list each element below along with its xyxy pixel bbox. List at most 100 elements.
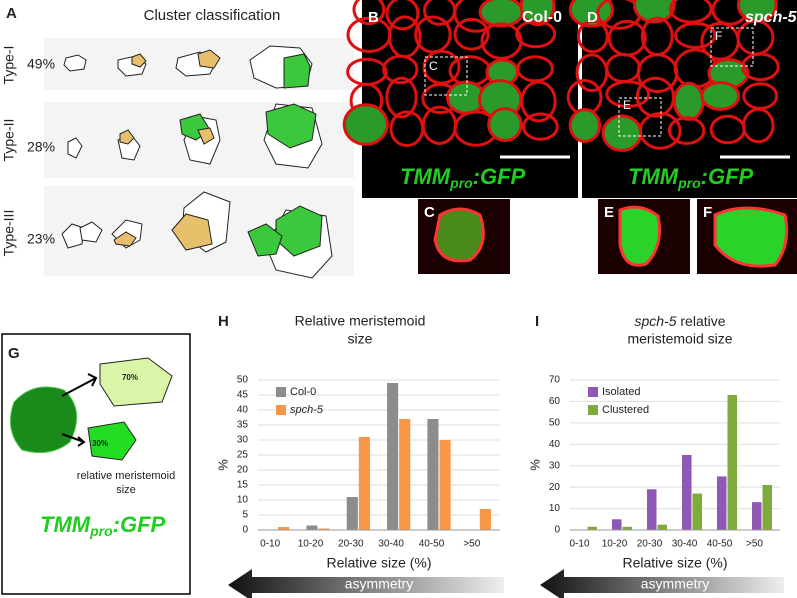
y-tick-label: 15 xyxy=(237,480,249,491)
x-axis-label: Relative size (%) xyxy=(326,555,431,571)
marker-label: TMMpro:GFP xyxy=(40,512,166,539)
legend-swatch xyxy=(276,405,286,415)
cell xyxy=(63,54,87,72)
cell xyxy=(247,223,283,257)
cell-outline xyxy=(638,112,682,150)
x-tick-label: 30-40 xyxy=(378,539,404,550)
bar xyxy=(612,519,622,530)
cell-outline xyxy=(576,19,609,54)
x-tick-label: >50 xyxy=(746,539,763,550)
x-tick-label: 30-40 xyxy=(672,539,698,550)
bar xyxy=(479,509,491,530)
cell-outline xyxy=(672,81,705,121)
arrow xyxy=(61,373,98,397)
x-tick-label: 40-50 xyxy=(419,539,445,550)
y-tick-label: 60 xyxy=(549,396,561,407)
fraction-label: 30% xyxy=(92,439,108,448)
legend-label: Isolated xyxy=(602,386,641,398)
cell-outline xyxy=(742,107,775,144)
y-tick-label: 40 xyxy=(549,439,561,450)
cell-outlines xyxy=(342,0,559,148)
x-axis-label: Relative size (%) xyxy=(622,555,727,571)
bar xyxy=(427,419,439,530)
panel-letter: A xyxy=(6,5,17,22)
x-tick-label: 0-10 xyxy=(569,539,589,550)
cell-outline xyxy=(453,17,490,51)
panel-letter: G xyxy=(8,345,20,362)
cell-outline xyxy=(668,0,713,24)
title-part: relative xyxy=(680,313,725,329)
inset-letter: C xyxy=(424,204,435,221)
bar xyxy=(657,524,667,530)
panel-frame xyxy=(1,333,191,595)
panel-letter: I xyxy=(535,313,539,330)
y-tick-label: 70 xyxy=(549,375,561,386)
y-axis-label: % xyxy=(527,459,542,471)
inset-letter: F xyxy=(703,204,712,221)
box-label: C xyxy=(429,59,438,73)
cell-outline xyxy=(385,0,420,31)
legend-label: spch-5 xyxy=(290,404,324,416)
cell xyxy=(197,49,221,69)
x-tick-label: 40-50 xyxy=(707,539,733,550)
row-type: Type-III xyxy=(1,210,17,257)
y-tick-label: 25 xyxy=(237,450,249,461)
bar xyxy=(692,493,702,530)
inset-cells xyxy=(713,206,789,268)
panel-letter: B xyxy=(368,9,379,26)
cell-outline xyxy=(519,0,556,27)
chart-title: meristemoid size xyxy=(627,331,732,347)
cell-outline xyxy=(487,107,523,142)
cell-outline xyxy=(601,114,643,152)
bar xyxy=(346,497,358,530)
y-tick-label: 40 xyxy=(237,405,249,416)
x-tick-label: 10-20 xyxy=(602,539,628,550)
y-tick-label: 45 xyxy=(237,390,249,401)
cell xyxy=(197,127,215,145)
legend-swatch xyxy=(276,387,286,397)
cell-outline xyxy=(568,108,602,143)
bar xyxy=(399,419,411,530)
cell-outlines xyxy=(566,0,780,152)
x-tick-label: 0-10 xyxy=(260,539,280,550)
cell-outline xyxy=(382,54,419,85)
row-type: Type-II xyxy=(1,119,17,162)
inset-cells xyxy=(618,205,661,267)
bar xyxy=(306,525,318,530)
x-tick-label: 20-30 xyxy=(637,539,663,550)
panel-letter: D xyxy=(587,9,598,26)
genotype: spch-5 xyxy=(745,9,797,26)
x-tick-label: 10-20 xyxy=(298,539,324,550)
legend-swatch xyxy=(588,405,598,415)
bar xyxy=(587,526,597,530)
bar xyxy=(439,440,451,530)
row-percent: 28% xyxy=(27,139,55,155)
panel-g: G 70% 30% relative meristemoid size TMMp… xyxy=(1,333,191,595)
cell-small xyxy=(87,421,137,461)
x-tick-label: 20-30 xyxy=(338,539,364,550)
y-axis-label: % xyxy=(215,459,230,471)
panel-a: A Cluster classification Type-I Type-II … xyxy=(1,5,354,279)
row-type: Type-I xyxy=(1,46,17,85)
chart-title: Relative meristemoid xyxy=(295,313,426,329)
asymmetry-arrow xyxy=(540,569,784,598)
x-tick-label: >50 xyxy=(463,539,480,550)
bar xyxy=(762,485,772,530)
inset-cells xyxy=(433,207,485,263)
zoom-box xyxy=(618,97,662,137)
cell-outline xyxy=(700,80,741,111)
panel-letter: H xyxy=(218,313,229,330)
fraction-label: 70% xyxy=(122,373,138,382)
chart-title: size xyxy=(348,331,373,347)
charts: H Relative meristemoid size 0 5 10 15 20 25 30 35 4… xyxy=(215,313,784,598)
arrow xyxy=(61,433,86,447)
cell xyxy=(113,231,137,247)
y-tick-label: 10 xyxy=(237,495,249,506)
bar xyxy=(717,476,727,530)
cell-outline xyxy=(522,112,559,141)
bar xyxy=(647,489,657,530)
cell-large xyxy=(99,357,173,407)
bar xyxy=(318,528,330,530)
row-percent: 23% xyxy=(27,231,55,247)
